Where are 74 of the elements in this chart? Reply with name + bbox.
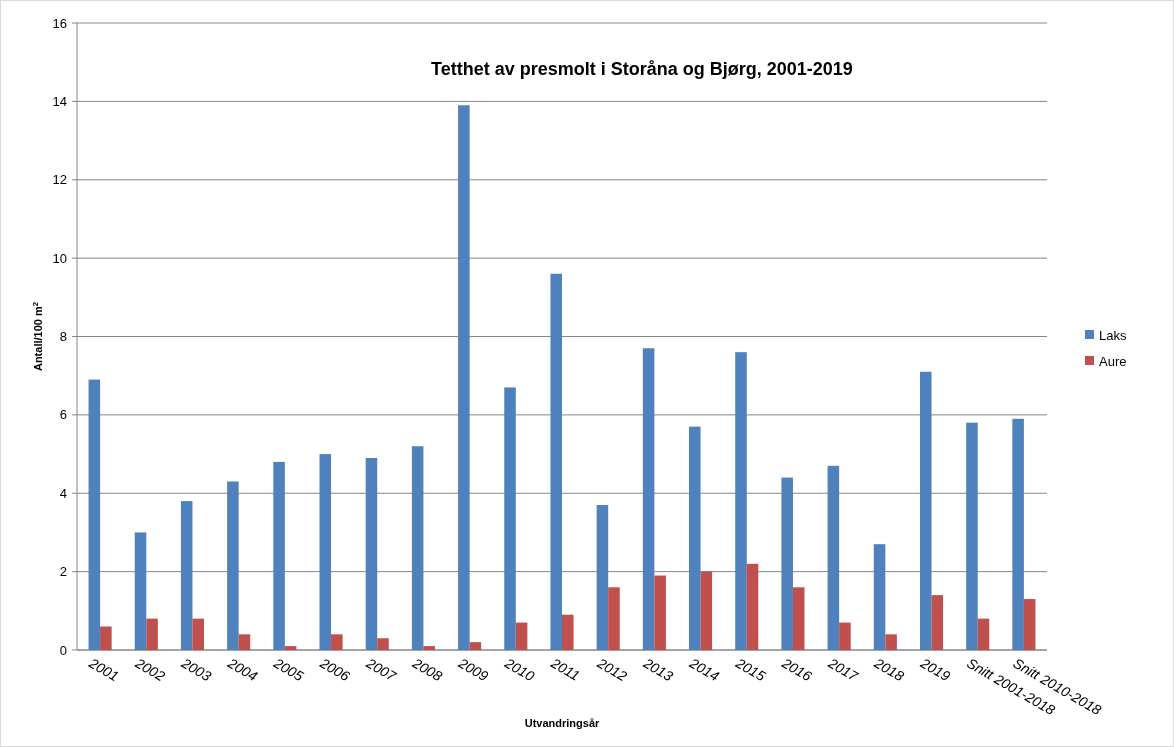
bar — [966, 422, 978, 650]
bar — [1012, 418, 1024, 650]
bar — [192, 618, 205, 650]
bar — [700, 571, 713, 650]
x-tick-label: 2011 — [547, 654, 583, 684]
bar — [642, 348, 655, 650]
bar — [1023, 599, 1036, 650]
x-tick-label: 2012 — [593, 654, 630, 685]
bar — [931, 595, 944, 650]
x-tick-label: 2001 — [85, 654, 122, 685]
bar — [608, 587, 620, 650]
x-tick-label: 2019 — [917, 654, 954, 685]
y-tick-label: 12 — [52, 172, 67, 188]
bar — [735, 352, 747, 650]
y-tick-label: 2 — [59, 564, 67, 580]
bar — [146, 618, 158, 650]
bar — [319, 454, 332, 650]
legend-label: Laks — [1099, 327, 1127, 343]
bar — [885, 634, 897, 650]
bar — [792, 587, 805, 650]
y-tick-label: 14 — [52, 93, 67, 109]
bar — [273, 461, 285, 650]
y-tick-label: 6 — [59, 407, 67, 423]
bar — [977, 618, 990, 650]
y-tick-label: 10 — [52, 250, 67, 266]
bar — [689, 426, 701, 650]
bar — [88, 379, 101, 650]
bar — [227, 481, 239, 650]
bar — [284, 646, 297, 650]
bar — [331, 634, 343, 650]
x-tick-label: 2013 — [640, 654, 677, 685]
x-tick-label: 2017 — [824, 654, 862, 685]
y-tick-label: 8 — [59, 329, 67, 345]
bar — [515, 622, 528, 650]
bar — [919, 371, 932, 650]
x-tick-label: 2010 — [501, 654, 538, 685]
bar — [596, 505, 609, 650]
x-tick-label: 2015 — [732, 654, 769, 685]
x-tick-label: 2002 — [131, 654, 168, 685]
y-tick-label: 4 — [59, 485, 67, 501]
bar — [873, 544, 886, 650]
x-axis-title: Utvandringsår — [524, 717, 600, 729]
x-tick-label: 2004 — [224, 654, 261, 685]
bar — [423, 646, 435, 650]
bar — [411, 446, 424, 650]
x-tick-label: 2003 — [178, 654, 215, 685]
bar — [180, 501, 193, 650]
bar — [134, 532, 147, 650]
text: Tetthet av presmolt i Storåna og Bjørg, 2001-2019 — [431, 59, 853, 79]
bar — [377, 638, 389, 650]
bar — [458, 105, 470, 650]
bar — [365, 457, 378, 650]
bar — [504, 387, 516, 650]
x-tick-label: 2018 — [870, 654, 907, 685]
bar — [469, 642, 482, 650]
bar — [550, 273, 562, 650]
x-tick-label: 2014 — [686, 654, 723, 685]
bar — [100, 626, 112, 650]
y-tick-label: 16 — [52, 15, 67, 31]
bar — [654, 575, 666, 650]
x-tick-label: 2008 — [409, 654, 446, 685]
bar — [827, 465, 840, 650]
y-tick-label: 0 — [59, 642, 67, 658]
bar — [746, 563, 759, 650]
bar — [562, 614, 574, 650]
x-tick-label: 2006 — [316, 654, 353, 685]
bar — [839, 622, 851, 650]
bar — [781, 477, 793, 650]
bar — [238, 634, 251, 650]
x-tick-label: 2005 — [270, 654, 307, 685]
x-tick-label: 2007 — [362, 654, 400, 685]
legend-label: Aure — [1099, 353, 1127, 369]
x-tick-label: 2009 — [455, 654, 492, 685]
x-tick-label: 2016 — [778, 654, 815, 685]
